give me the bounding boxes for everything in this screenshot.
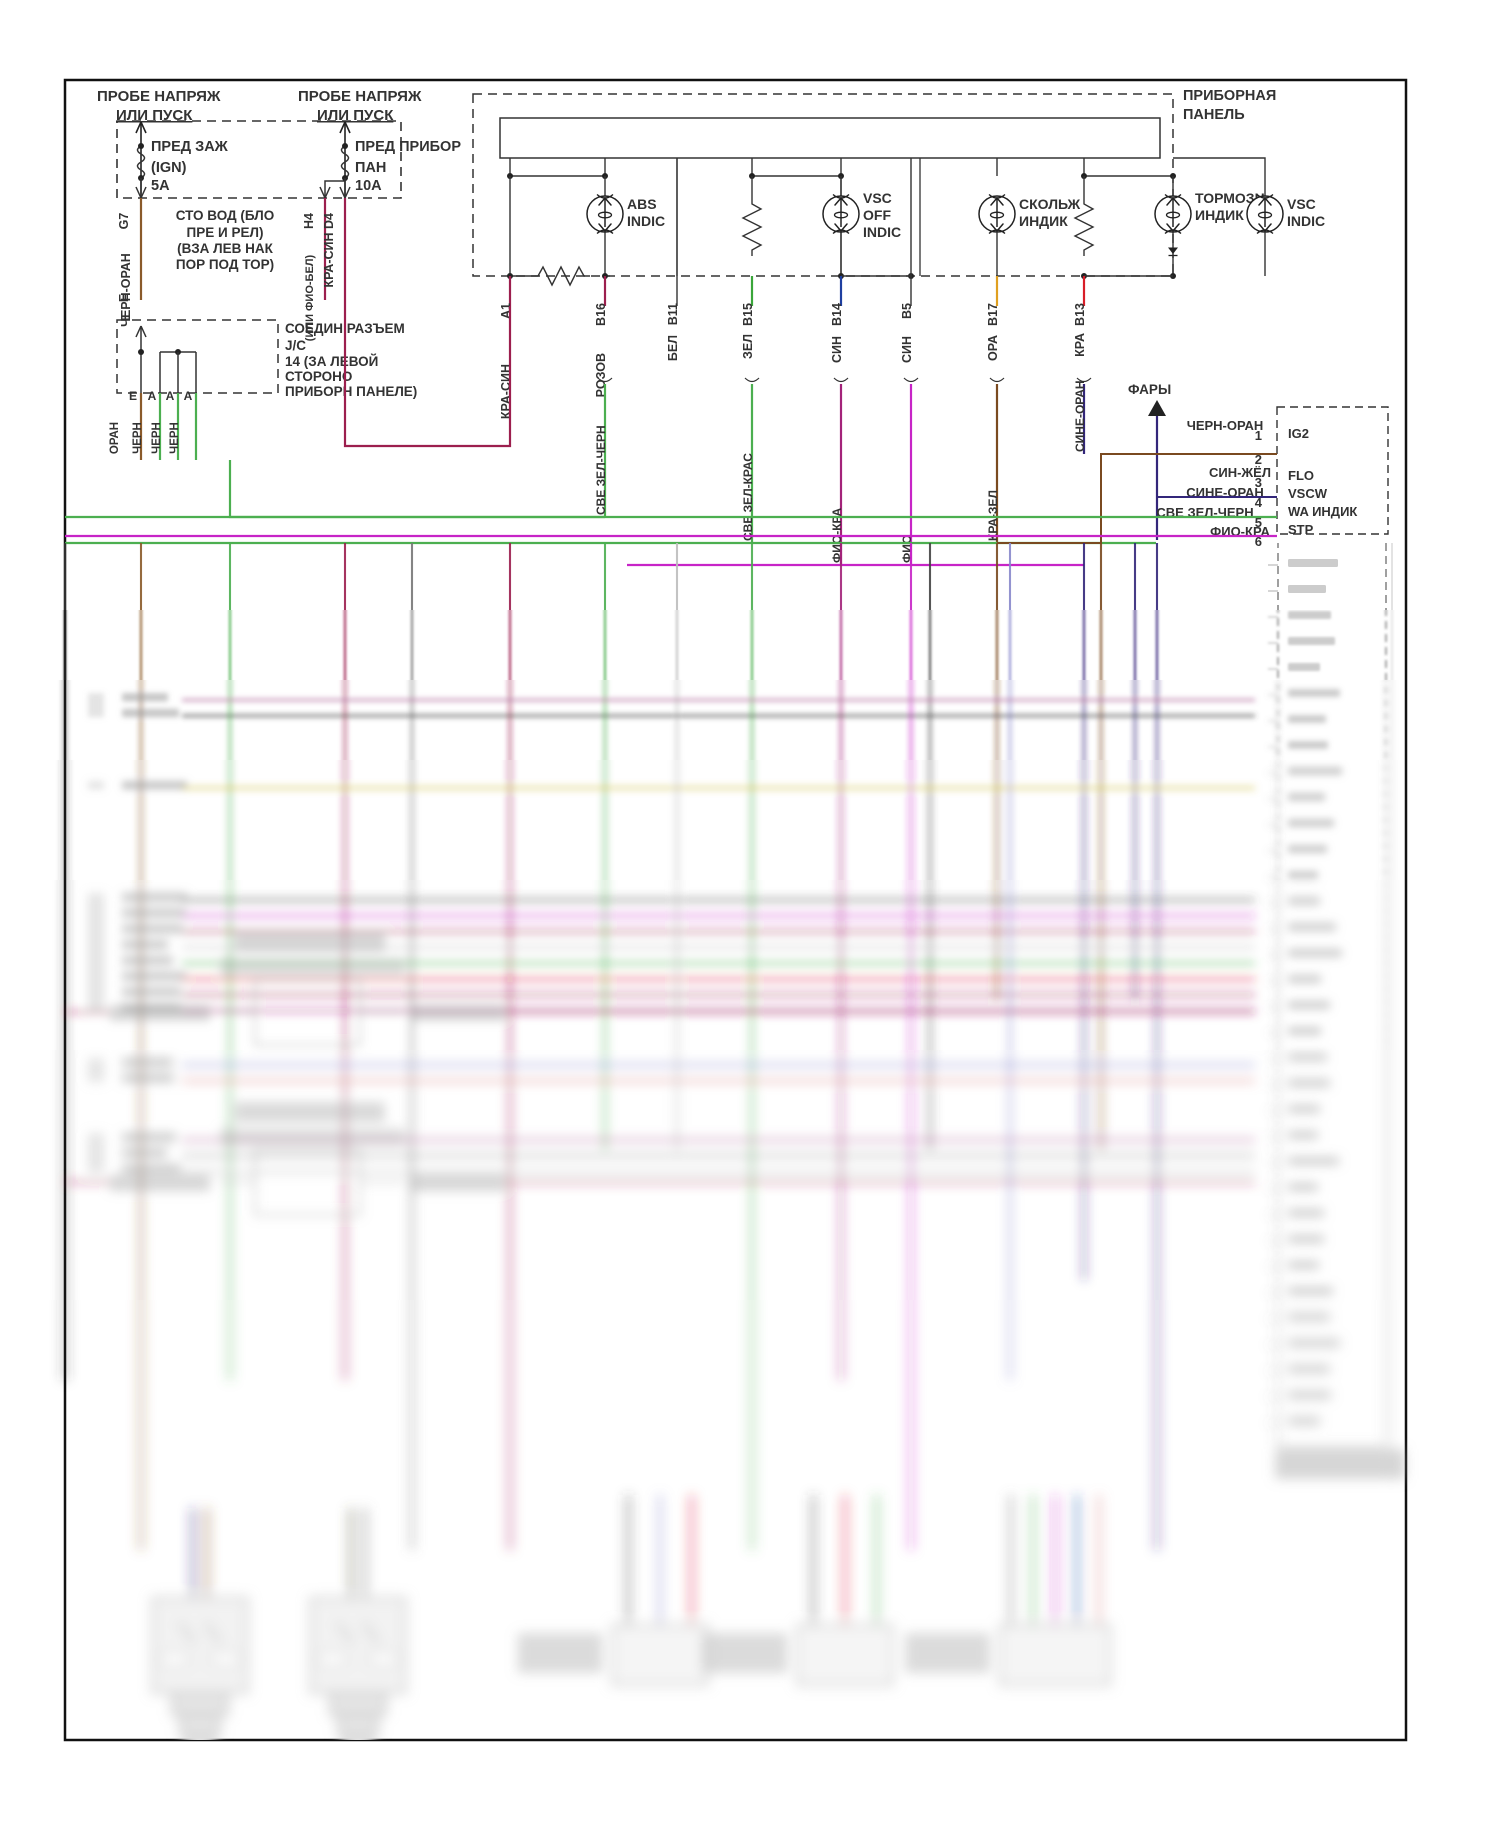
svg-text:ПРЕД ПРИБОР: ПРЕД ПРИБОР: [355, 139, 461, 155]
svg-text:ПРОБЕ НАПРЯЖ: ПРОБЕ НАПРЯЖ: [97, 88, 221, 105]
svg-text:Н4: Н4: [302, 213, 316, 229]
svg-text:D4: D4: [322, 213, 336, 229]
svg-text:ЧЕРН: ЧЕРН: [151, 422, 163, 454]
svg-text:ЧЕРН-ОРАН: ЧЕРН-ОРАН: [1187, 418, 1264, 433]
svg-text:INDIC: INDIC: [1287, 213, 1325, 229]
svg-text:G7: G7: [117, 213, 131, 230]
svg-text:СИН: СИН: [830, 336, 844, 363]
svg-text:ЧЕРН: ЧЕРН: [169, 422, 181, 454]
svg-text:INDIC: INDIC: [863, 224, 901, 240]
svg-text:СИНЕ-ОРАН: СИНЕ-ОРАН: [1073, 380, 1087, 452]
svg-text:B11: B11: [666, 303, 680, 325]
svg-text:VSC: VSC: [1287, 196, 1316, 212]
svg-text:(ВЗА ЛЕВ НАК: (ВЗА ЛЕВ НАК: [177, 241, 273, 256]
svg-text:ИНДИК: ИНДИК: [1195, 207, 1244, 223]
svg-text:ЧЕРН: ЧЕРН: [132, 422, 144, 454]
svg-text:СИН: СИН: [900, 336, 914, 363]
svg-text:IG2: IG2: [1288, 426, 1309, 441]
svg-text:ОРА: ОРА: [986, 335, 1000, 361]
svg-text:10A: 10A: [355, 178, 382, 194]
svg-text:А: А: [184, 389, 193, 403]
svg-text:WA ИНДИК: WA ИНДИК: [1288, 504, 1357, 519]
svg-text:ИНДИК: ИНДИК: [1019, 213, 1068, 229]
svg-text:ПАНЕЛЬ: ПАНЕЛЬ: [1183, 107, 1245, 123]
svg-text:B14: B14: [830, 303, 844, 326]
svg-text:(IGN): (IGN): [151, 160, 187, 176]
svg-text:ПОР ПОД ТОР): ПОР ПОД ТОР): [176, 257, 274, 272]
svg-text:B13: B13: [1073, 303, 1087, 326]
svg-text:ФАРЫ: ФАРЫ: [1128, 382, 1171, 397]
svg-text:Е: Е: [129, 389, 137, 403]
svg-text:КРА-СИН: КРА-СИН: [322, 232, 336, 287]
svg-text:VSC: VSC: [863, 190, 892, 206]
svg-text:B16: B16: [594, 303, 608, 326]
svg-text:ПРОБЕ НАПРЯЖ: ПРОБЕ НАПРЯЖ: [298, 88, 422, 105]
svg-text:1: 1: [1255, 428, 1262, 443]
svg-text:ЗЕЛ: ЗЕЛ: [741, 334, 755, 359]
svg-text:А: А: [148, 389, 157, 403]
svg-text:КРА-ЗЕЛ: КРА-ЗЕЛ: [986, 490, 1000, 541]
svg-text:А: А: [166, 389, 175, 403]
svg-text:14 (ЗА ЛЕВОЙ: 14 (ЗА ЛЕВОЙ: [285, 354, 378, 369]
svg-text:СВЕ ЗЕЛ-ЧЕРН: СВЕ ЗЕЛ-ЧЕРН: [594, 425, 608, 515]
svg-text:СКОЛЬЖ: СКОЛЬЖ: [1019, 196, 1081, 212]
svg-text:INDIC: INDIC: [627, 213, 665, 229]
svg-text:ABS: ABS: [627, 196, 657, 212]
svg-text:OFF: OFF: [863, 207, 891, 223]
svg-text:СВЕ ЗЕЛ-КРАС: СВЕ ЗЕЛ-КРАС: [741, 453, 755, 541]
svg-text:FLO: FLO: [1288, 468, 1314, 483]
svg-text:STP: STP: [1288, 522, 1314, 537]
svg-text:ПРИБОРНАЯ: ПРИБОРНАЯ: [1183, 88, 1276, 104]
svg-text:VSCW: VSCW: [1288, 486, 1328, 501]
svg-text:ПРЕ И РЕЛ): ПРЕ И РЕЛ): [187, 225, 264, 240]
svg-text:J/C: J/C: [285, 338, 306, 353]
svg-text:ПРИБОРН ПАНЕЛЕ): ПРИБОРН ПАНЕЛЕ): [285, 384, 417, 399]
svg-text:ПАН: ПАН: [355, 160, 386, 176]
svg-text:СТО ВОД (БЛО: СТО ВОД (БЛО: [176, 208, 275, 223]
svg-text:ОРАН: ОРАН: [109, 422, 121, 454]
svg-text:5A: 5A: [151, 178, 170, 194]
svg-text:ПРЕД ЗАЖ: ПРЕД ЗАЖ: [151, 139, 229, 155]
svg-text:БЕЛ: БЕЛ: [666, 335, 680, 361]
svg-text:B17: B17: [986, 303, 1000, 326]
svg-text:КРА: КРА: [1073, 333, 1087, 357]
svg-text:СТОРОНО: СТОРОНО: [285, 369, 352, 384]
svg-text:B15: B15: [741, 303, 755, 326]
svg-text:B5: B5: [900, 303, 914, 319]
